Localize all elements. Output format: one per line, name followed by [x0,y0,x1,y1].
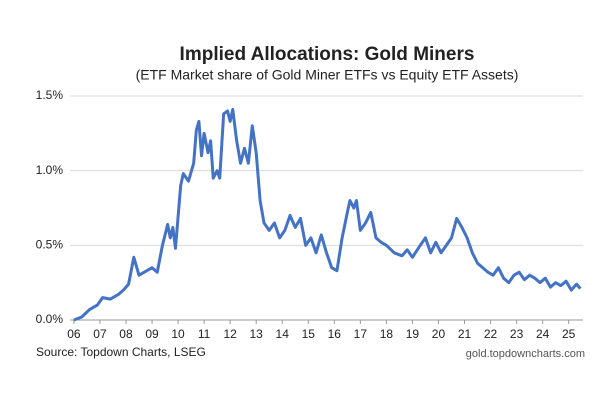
source-note: Source: Topdown Charts, LSEG [36,345,206,359]
x-tick-label: 07 [93,327,107,341]
x-tick-label: 19 [406,327,420,341]
x-tick-label: 06 [67,327,81,341]
x-tick-label: 10 [171,327,185,341]
x-tick-label: 18 [380,327,394,341]
x-tick-label: 21 [458,327,472,341]
x-tick-label: 08 [119,327,133,341]
x-tick-label: 20 [432,327,446,341]
y-tick-label: 0.5% [36,238,64,252]
x-tick-label: 14 [276,327,290,341]
x-tick-label: 16 [328,327,342,341]
x-tick-label: 13 [250,327,264,341]
watermark: gold.topdowncharts.com [466,348,585,360]
chart-subtitle: (ETF Market share of Gold Miner ETFs vs … [136,67,519,83]
x-tick-label: 11 [198,327,211,341]
x-tick-label: 22 [484,327,498,341]
x-tick-label: 23 [510,327,524,341]
y-tick-label: 0.0% [36,312,64,326]
x-tick-label: 15 [302,327,316,341]
chart-title: Implied Allocations: Gold Miners [180,44,475,65]
series-line [73,107,582,322]
y-tick-label: 1.0% [36,163,64,177]
x-tick-label: 17 [354,327,368,341]
x-tick-label: 24 [536,327,550,341]
y-tick-label: 1.5% [36,88,64,102]
x-tick-label: 09 [145,327,159,341]
x-tick-label: 12 [223,327,237,341]
x-tick-label: 25 [562,327,576,341]
